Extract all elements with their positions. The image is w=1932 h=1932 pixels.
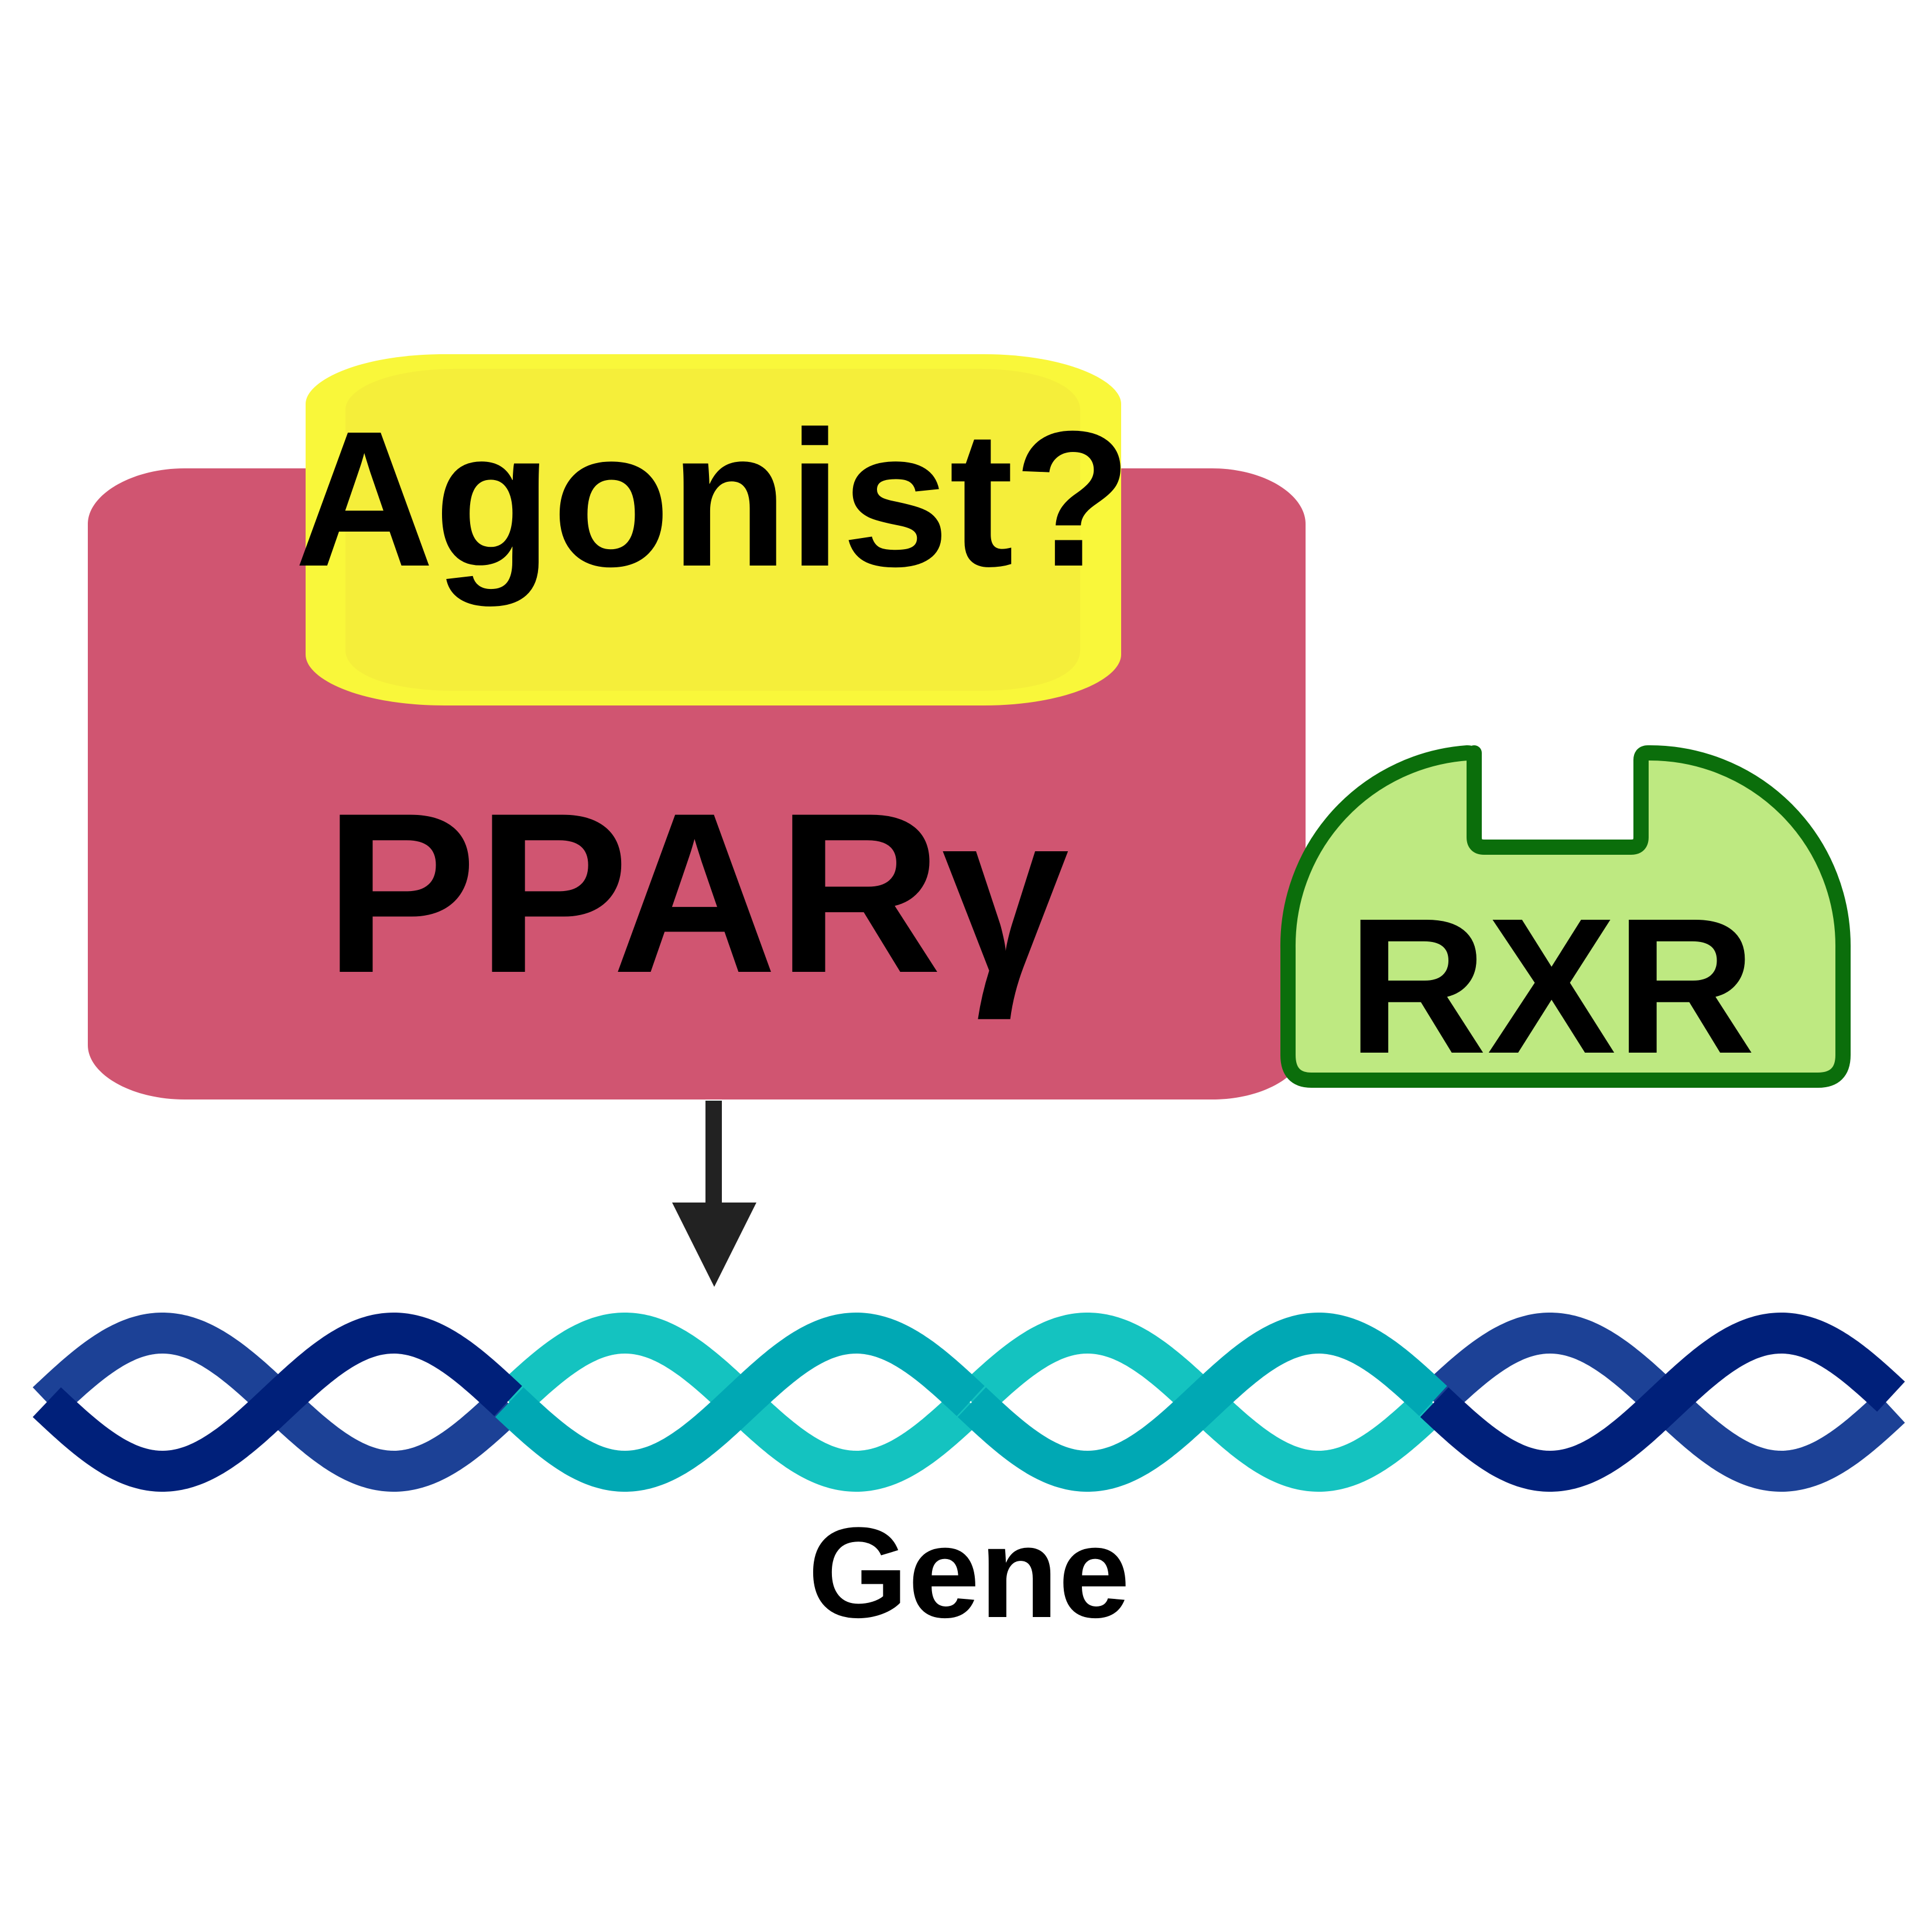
rxr-block bbox=[1280, 745, 1851, 1088]
dna-front-strand-2 bbox=[957, 1313, 1447, 1492]
ppar-gamma-label: PPARγ bbox=[324, 765, 1070, 1022]
agonist-box-inner bbox=[345, 369, 1080, 691]
dna-double-helix-icon bbox=[32, 1313, 1905, 1492]
arrow-head bbox=[672, 1203, 756, 1287]
dna-front-strand-3 bbox=[1420, 1313, 1905, 1492]
dna-front-strand-0 bbox=[32, 1313, 522, 1492]
agonist-label: Agonist? bbox=[294, 390, 1132, 608]
gene-label: Gene bbox=[808, 1501, 1130, 1645]
arrow-shaft bbox=[705, 1101, 722, 1206]
rxr-label: RXR bbox=[1348, 878, 1756, 1094]
dna-front-strand-1 bbox=[495, 1313, 985, 1492]
down-arrow-icon bbox=[672, 1101, 756, 1287]
